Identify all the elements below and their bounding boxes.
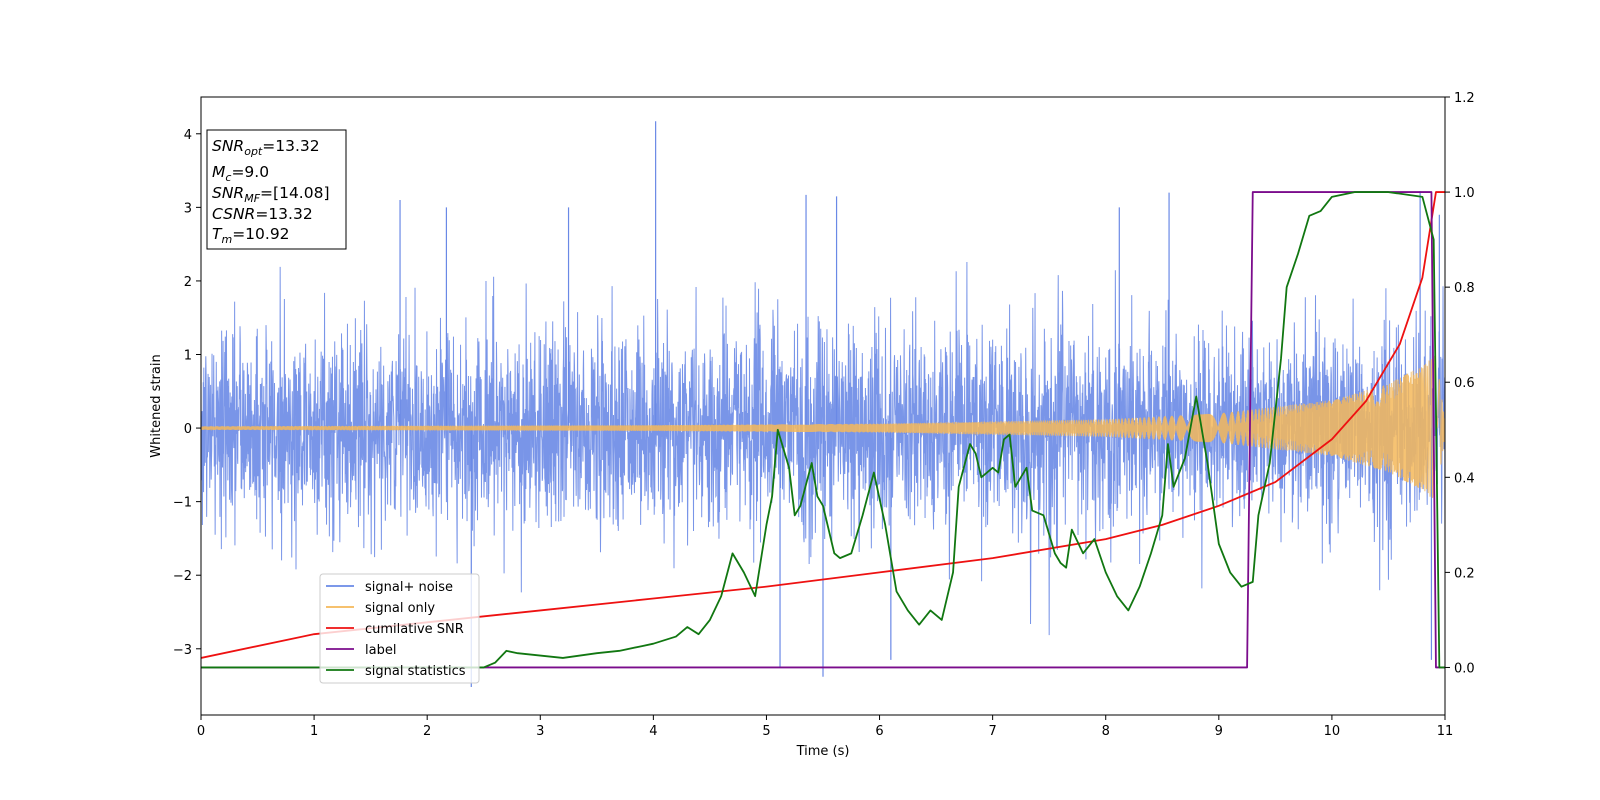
x-tick-label: 4 — [649, 724, 657, 739]
series-signal-statistics — [201, 191, 1445, 669]
annotation-line: Mc=9.0 — [212, 163, 269, 184]
legend: signal+ noise signal only cumilative SNR la… — [319, 573, 480, 684]
plot-frame — [200, 96, 1446, 716]
y-left-tick-label: 2 — [184, 275, 192, 290]
annotation-line: SNRopt=13.32 — [212, 137, 320, 158]
series-label — [201, 191, 1445, 669]
x-tick-label: 1 — [310, 724, 318, 739]
legend-label: signal only — [365, 601, 435, 616]
x-tick-label: 10 — [1324, 724, 1341, 739]
x-tick-label: 2 — [423, 724, 431, 739]
x-axis-label: Time (s) — [796, 744, 850, 759]
x-tick-label: 7 — [988, 724, 996, 739]
y-right-tick-label: 1.0 — [1454, 186, 1475, 201]
series-signal-only — [201, 355, 1445, 499]
legend-box — [319, 573, 480, 684]
x-tick-label: 0 — [197, 724, 205, 739]
y-right-tick-label: 0.6 — [1454, 376, 1475, 391]
y-left-tick-label: −3 — [173, 643, 192, 658]
annotation-line: SNRMF=[14.08] — [212, 184, 330, 205]
annotation-line: Tm=10.92 — [212, 225, 290, 246]
y-axis-label: Whitened strain — [149, 354, 164, 457]
x-tick-label: 6 — [875, 724, 883, 739]
y-right-tick-label: 1.2 — [1454, 91, 1475, 106]
y-right-tick-label: 0.4 — [1454, 471, 1475, 486]
annotation-box — [206, 129, 347, 250]
y-right-tick-label: 0.0 — [1454, 661, 1475, 676]
y-left-tick-label: −1 — [173, 496, 192, 511]
y-left-tick-label: 0 — [184, 422, 192, 437]
x-tick-label: 3 — [536, 724, 544, 739]
y-left-tick-label: 1 — [184, 349, 192, 364]
y-left-tick-label: 3 — [184, 201, 192, 216]
y-right-tick-label: 0.2 — [1454, 566, 1475, 581]
x-tick-label: 8 — [1102, 724, 1110, 739]
x-tick-label: 5 — [762, 724, 770, 739]
y-left-tick-label: −2 — [173, 569, 192, 584]
y-right-tick-label: 0.8 — [1454, 281, 1475, 296]
y-left-tick-label: 4 — [184, 128, 192, 143]
legend-label: signal+ noise — [365, 580, 453, 595]
x-tick-label: 11 — [1437, 724, 1454, 739]
annotation-line: CSNR=13.32 — [212, 205, 313, 223]
series-cumilative-snr — [201, 191, 1445, 659]
legend-label: cumilative SNR — [365, 622, 464, 637]
legend-label: label — [365, 643, 396, 658]
metrics-annotation: SNRopt=13.32 Mc=9.0SNRMF=[14.08]CSNR=13.3… — [206, 129, 347, 250]
legend-label: signal statistics — [365, 664, 466, 679]
x-tick-label: 9 — [1215, 724, 1223, 739]
